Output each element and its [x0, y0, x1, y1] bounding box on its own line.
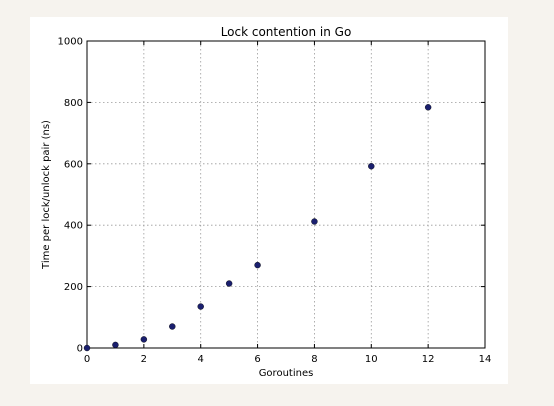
- x-axis-title: Goroutines: [259, 368, 314, 379]
- data-point: [169, 323, 176, 330]
- axis-ticks: [86, 40, 486, 349]
- y-tick-label: 400: [64, 221, 83, 232]
- x-tick-label: 6: [254, 354, 260, 365]
- data-point: [225, 280, 233, 287]
- x-tick-label: 10: [365, 354, 378, 365]
- y-tick-label: 200: [64, 282, 83, 293]
- data-point: [197, 303, 204, 310]
- data-point: [311, 218, 318, 225]
- data-point: [140, 336, 148, 343]
- data-point: [112, 341, 119, 349]
- grid-lines: [87, 41, 485, 348]
- x-tick-label: 12: [422, 354, 435, 365]
- x-tick-label: 8: [311, 354, 317, 365]
- data-point: [368, 163, 375, 170]
- y-axis-title: Time per lock/unlock pair (ns): [41, 120, 52, 270]
- data-point: [83, 344, 91, 352]
- data-points: [83, 104, 432, 352]
- x-tick-label: 4: [198, 354, 204, 365]
- y-tick-label: 1000: [58, 37, 83, 48]
- x-tick-label: 2: [141, 354, 147, 365]
- x-tick-label: 0: [84, 354, 90, 365]
- x-tick-label: 14: [479, 354, 492, 365]
- plot-area-frame: [86, 40, 486, 349]
- y-tick-label: 800: [64, 98, 83, 109]
- data-point: [424, 104, 432, 111]
- tick-labels: 0 2 4 6 8 10 12 14 0 200 400 600 800 1000: [58, 37, 492, 366]
- y-tick-label: 0: [77, 344, 83, 355]
- chart-title: Lock contention in Go: [221, 25, 352, 39]
- data-point: [254, 261, 261, 269]
- y-tick-label: 600: [64, 159, 83, 170]
